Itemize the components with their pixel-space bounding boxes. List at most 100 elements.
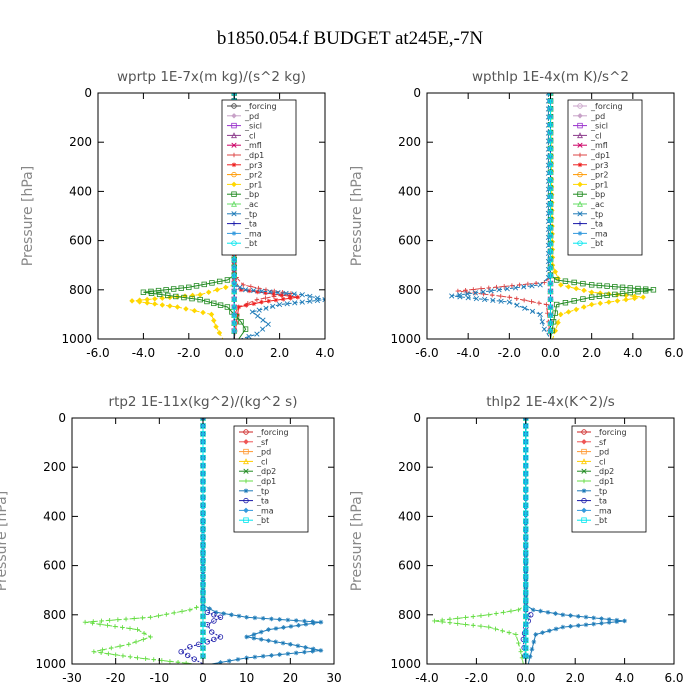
series-point [523,605,529,612]
series-point [650,287,657,293]
legend-label: _cl [590,131,602,140]
legend-marker [243,448,249,455]
legend-label: _pr3 [244,161,262,170]
series-point [536,300,542,306]
series-point [238,319,244,325]
series-point [195,641,202,648]
series-point [501,610,506,615]
panel-title: thlp2 1E-4x(K^2)/s [486,394,615,410]
series-point [571,279,577,286]
series-point [548,257,553,262]
series-point [200,597,206,604]
legend-marker [577,122,583,129]
panel-title: wprtp 1E-7x(m kg)/(s^2 kg) [117,69,306,85]
series-point [200,502,206,508]
series-point [200,518,206,524]
series-point [635,285,641,292]
series-point [152,296,158,302]
series-point [271,291,276,297]
series-point [200,454,206,461]
legend-label: _forcing [590,102,623,111]
series-point [599,620,604,626]
series-point [254,331,260,337]
series-point [516,607,521,613]
series-point [547,209,554,215]
series-point [501,284,507,289]
series-point [547,201,554,207]
series-point [208,311,215,318]
series-point [231,296,237,303]
series-point [588,289,595,295]
legend-label: _forcing [256,428,289,437]
plot-frame [426,417,675,665]
legend-label: _tp [590,210,603,219]
y-tick-label: 1000 [61,332,92,346]
series-point [523,502,529,508]
series-point [200,629,206,635]
legend-label: _tp [256,487,269,496]
series-point [463,622,468,627]
series-point [547,320,554,326]
series-point [200,470,206,477]
series-point [281,625,286,630]
series-point [619,284,626,291]
legend-marker [231,113,237,119]
series-point [221,611,227,616]
series-point [547,264,554,271]
series-point [478,623,484,629]
legend-marker [231,103,237,109]
series-point [252,654,258,660]
x-tick-label: 6.0 [664,346,683,360]
series-point [498,298,504,304]
series-point [164,612,169,617]
series-point [529,646,535,652]
series-point [148,290,155,297]
series-point [455,288,461,294]
series-point [523,637,529,643]
series-point [295,643,301,649]
series-point [98,650,104,656]
series-point [606,299,612,305]
y-tick-label: 200 [398,135,421,149]
series-point [244,303,249,308]
series-point [302,618,307,624]
legend-marker [231,132,237,139]
series-point [135,655,140,661]
y-tick-label: 1000 [390,332,421,346]
legend: _forcing_pd_sicl_cl_mfl_dp1_pr3_pr2_pr1_… [221,99,297,256]
x-tick-label: 2.0 [566,671,585,685]
legend-label: _sf [256,438,268,447]
series-point [322,297,325,303]
series-point [277,652,282,657]
series-point [568,624,573,629]
series-point [259,326,266,332]
series-point [189,295,195,302]
legend-label: _tp [594,487,607,496]
series-point [623,296,629,303]
series-point [473,295,480,302]
series-point [222,284,229,291]
legend-marker [577,211,583,217]
series-point [244,655,249,661]
series-point [231,272,237,279]
series-point [211,300,217,307]
series-point [293,618,299,623]
series-point [465,295,471,301]
series-point [141,637,146,642]
series-point [231,280,237,287]
series-point [635,288,641,295]
series-point [523,597,529,604]
legend-marker [581,429,587,435]
series-point [159,658,165,663]
series-point [614,298,621,304]
series-point [547,185,554,191]
series-point [237,284,243,290]
legend-label: _bt [594,516,607,525]
series-point [267,289,273,295]
series-point [478,613,484,618]
legend-label: _dp1 [594,477,614,486]
series-point [523,581,529,588]
x-tick-label: 20 [283,671,298,685]
series-point [291,291,297,297]
x-tick-label: 6.0 [664,671,683,685]
